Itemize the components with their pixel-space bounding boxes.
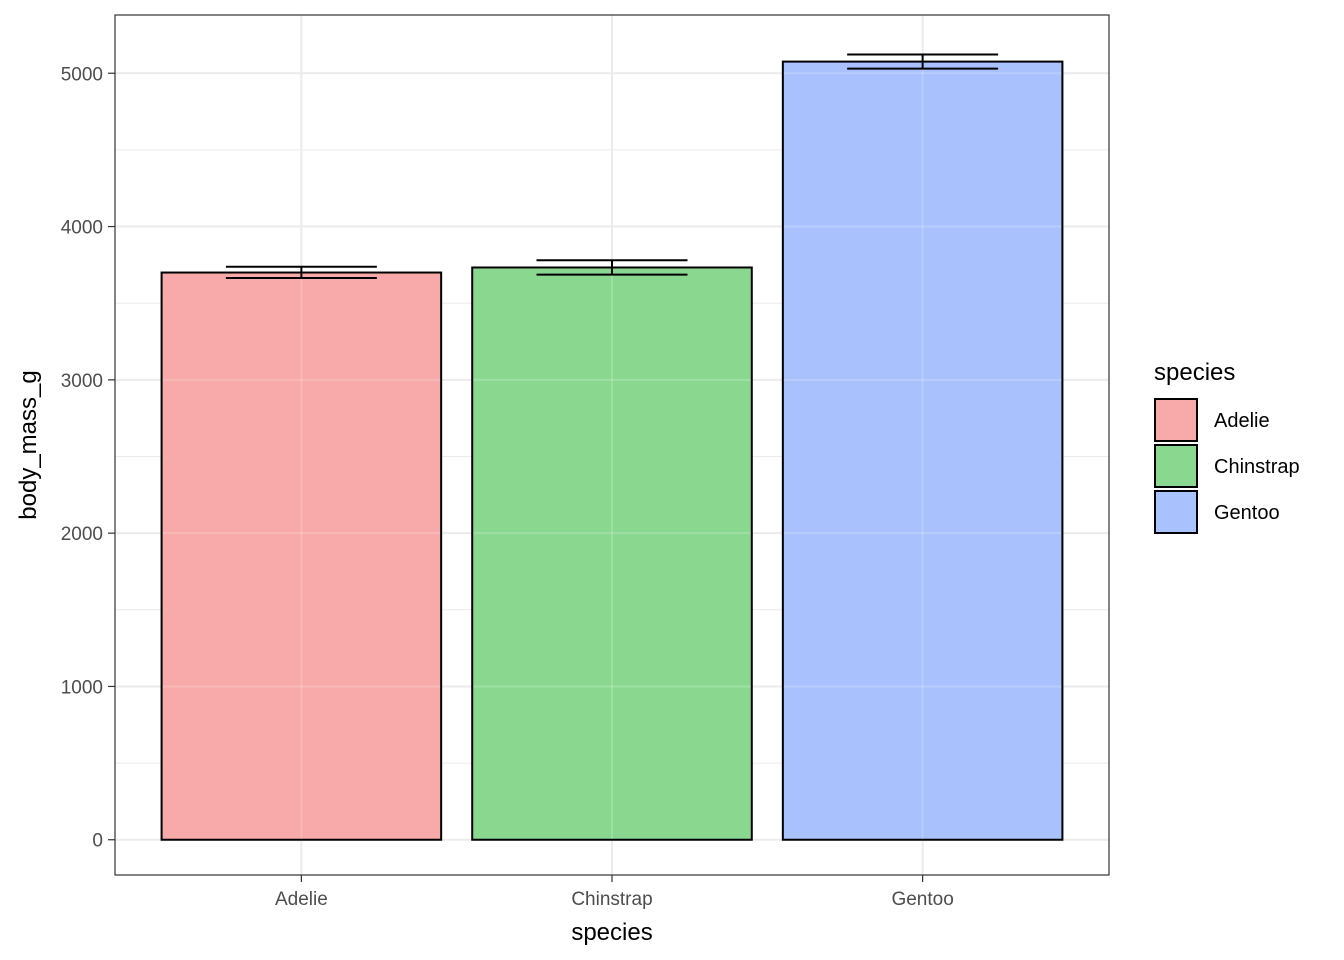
y-tick-label: 3000 xyxy=(61,371,103,392)
y-tick-label: 2000 xyxy=(61,524,103,545)
legend-key-chinstrap xyxy=(1154,444,1198,488)
y-tick-label: 1000 xyxy=(61,677,103,698)
x-tick-label: Chinstrap xyxy=(571,889,652,910)
legend-title: species xyxy=(1154,359,1235,386)
legend-key-gentoo xyxy=(1154,490,1198,534)
legend-key-adelie xyxy=(1154,398,1198,442)
bar-gentoo xyxy=(781,60,1064,841)
legend-label: Gentoo xyxy=(1214,502,1280,524)
error-bars xyxy=(225,53,999,280)
y-axis: 0 1000 2000 3000 4000 5000 xyxy=(61,64,115,852)
bars xyxy=(160,60,1064,841)
legend: species Adelie Chinstrap Gentoo xyxy=(1154,359,1300,534)
legend-label: Adelie xyxy=(1214,410,1270,432)
bar-chinstrap xyxy=(471,266,753,841)
x-axis-title: species xyxy=(571,919,652,946)
legend-label: Chinstrap xyxy=(1214,456,1300,478)
x-tick-label: Adelie xyxy=(275,889,328,910)
y-axis-title: body_mass_g xyxy=(15,370,42,519)
y-tick-label: 0 xyxy=(92,831,103,852)
y-tick-label: 4000 xyxy=(61,218,103,239)
y-tick-label: 5000 xyxy=(61,64,103,85)
x-tick-label: Gentoo xyxy=(891,889,953,910)
x-axis: Adelie Chinstrap Gentoo xyxy=(275,875,954,910)
bar-adelie xyxy=(160,271,443,841)
